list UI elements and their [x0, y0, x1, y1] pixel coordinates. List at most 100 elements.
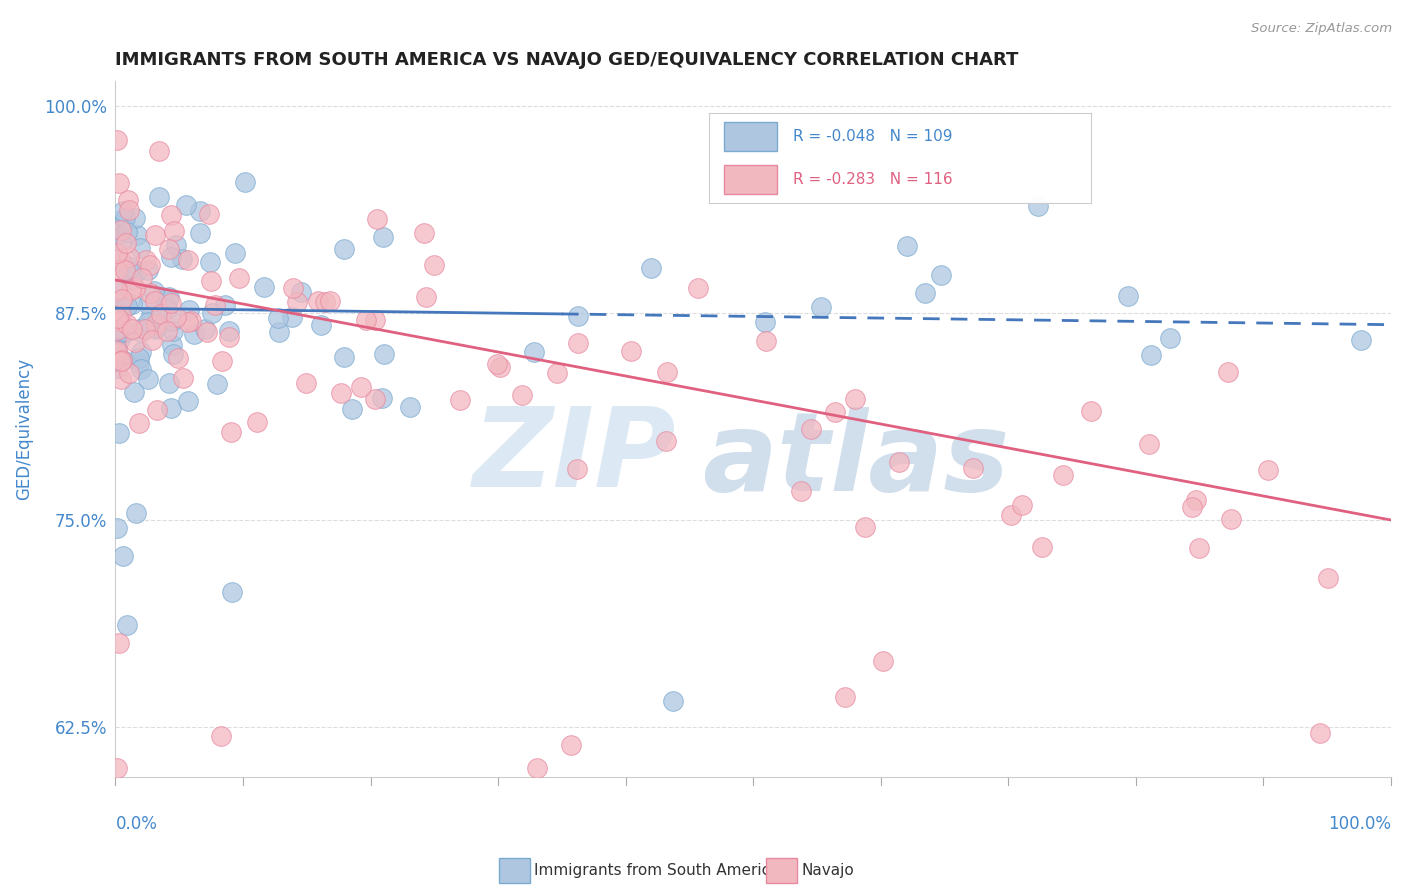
Point — [139, 308, 162, 322]
Point — [319, 293, 342, 308]
Point — [160, 338, 183, 352]
Point — [246, 415, 269, 429]
Point — [266, 311, 288, 326]
Point — [131, 271, 153, 285]
Point — [110, 254, 132, 268]
Point — [399, 401, 422, 415]
Text: Navajo: Navajo — [801, 863, 855, 878]
Point — [523, 344, 546, 359]
Point — [128, 356, 150, 370]
Point — [118, 202, 141, 217]
Point — [329, 385, 352, 400]
Point — [489, 359, 512, 374]
Point — [180, 314, 202, 328]
Point — [221, 585, 243, 599]
Point — [929, 268, 952, 283]
Point — [160, 250, 183, 264]
Point — [1185, 493, 1208, 508]
Point — [125, 506, 148, 520]
Point — [108, 636, 131, 650]
Point — [145, 317, 167, 331]
Point — [526, 761, 548, 775]
Point — [114, 236, 136, 251]
Point — [290, 285, 312, 299]
Point — [188, 204, 211, 219]
Point — [105, 321, 128, 335]
Point — [834, 690, 856, 704]
Point — [620, 344, 643, 359]
Point — [214, 298, 236, 312]
Point — [136, 372, 159, 386]
Point — [332, 350, 354, 364]
Point — [107, 214, 129, 228]
Point — [567, 309, 589, 323]
Point — [413, 226, 436, 240]
Point — [354, 313, 377, 327]
Point — [135, 252, 157, 267]
Point — [962, 460, 984, 475]
Point — [117, 250, 139, 264]
Point — [364, 313, 387, 327]
Point — [174, 198, 197, 212]
Point — [1052, 467, 1074, 482]
Point — [204, 298, 226, 312]
Point — [233, 175, 256, 189]
Point — [844, 392, 866, 407]
Point — [1218, 365, 1240, 379]
Point — [486, 357, 509, 371]
Point — [105, 246, 128, 260]
Point — [211, 354, 233, 368]
Point — [201, 306, 224, 320]
Point — [1026, 199, 1049, 213]
Point — [546, 367, 568, 381]
Point — [105, 133, 128, 147]
Point — [285, 295, 308, 310]
Point — [755, 334, 778, 348]
Point — [640, 260, 662, 275]
Point — [371, 391, 394, 405]
Point — [118, 366, 141, 380]
Point — [112, 324, 135, 338]
Point — [143, 227, 166, 242]
Point — [105, 284, 128, 298]
Point — [314, 295, 336, 310]
Point — [110, 309, 132, 323]
Point — [107, 321, 129, 335]
Point — [366, 211, 388, 226]
Point — [754, 315, 776, 329]
Point — [114, 299, 136, 313]
Point — [111, 549, 134, 563]
Point — [131, 321, 153, 335]
Point — [115, 299, 138, 313]
Point — [342, 401, 364, 416]
Point — [124, 334, 146, 349]
Point — [107, 310, 129, 325]
Point — [914, 286, 936, 301]
Point — [1031, 540, 1053, 554]
Point — [159, 208, 181, 222]
Point — [108, 314, 131, 328]
Point — [449, 392, 471, 407]
Point — [146, 403, 169, 417]
Point — [1011, 498, 1033, 512]
Point — [124, 211, 146, 226]
Point — [121, 296, 143, 310]
Point — [121, 322, 143, 336]
Point — [105, 344, 128, 359]
Point — [136, 263, 159, 277]
Point — [138, 297, 160, 311]
Point — [156, 324, 179, 338]
Point — [105, 283, 128, 297]
Point — [887, 455, 910, 469]
Point — [150, 290, 173, 304]
Point — [111, 204, 134, 219]
Point — [117, 226, 139, 240]
Text: ZIP: ZIP — [474, 403, 676, 510]
Point — [662, 694, 685, 708]
Point — [177, 315, 200, 329]
Point — [824, 405, 846, 419]
Point — [162, 324, 184, 338]
Point — [105, 761, 128, 775]
Point — [224, 245, 246, 260]
Point — [160, 314, 183, 328]
